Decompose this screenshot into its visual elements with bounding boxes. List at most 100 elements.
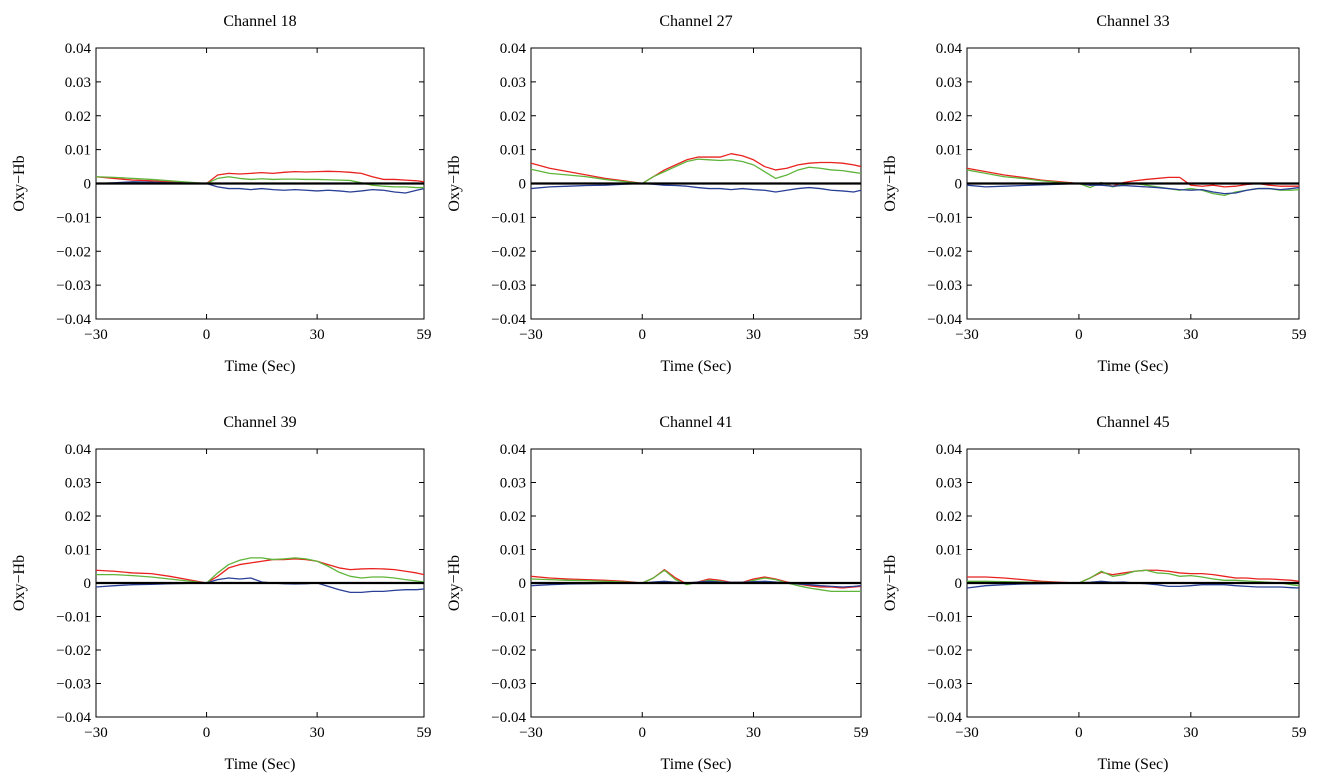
y-tick-label: 0.01 xyxy=(65,543,91,559)
x-tick-label: 59 xyxy=(417,725,432,741)
y-tick-label: 0.02 xyxy=(65,109,91,125)
y-axis-label: Oxy−Hb xyxy=(11,155,28,211)
chart-title: Channel 41 xyxy=(659,414,732,431)
x-tick-label: 30 xyxy=(746,725,761,741)
chart-panel: Channel 33 0.04 0.03 0.02 0.01 0 −0.01 −0.02 −0.… xyxy=(882,13,1307,375)
y-tick-label: −0.03 xyxy=(56,677,91,693)
y-tick-label: 0 xyxy=(955,576,963,592)
series-line xyxy=(966,182,1300,195)
x-axis-label: Time (Sec) xyxy=(225,358,296,375)
y-tick-label: 0.02 xyxy=(500,509,526,525)
y-tick-label: 0 xyxy=(955,177,963,193)
y-tick-label: −0.01 xyxy=(927,610,962,626)
y-tick-label: 0.03 xyxy=(500,75,526,91)
x-axis-label: Time (Sec) xyxy=(661,358,732,375)
y-tick-label: −0.04 xyxy=(491,710,526,726)
series-line xyxy=(530,158,862,185)
y-tick-label: 0.02 xyxy=(65,509,91,525)
x-tick-label: 0 xyxy=(1075,327,1083,343)
x-tick-label: 30 xyxy=(1183,725,1198,741)
y-tick-label: 0.04 xyxy=(500,442,527,458)
chart-title: Channel 39 xyxy=(223,414,296,431)
y-tick-label: −0.04 xyxy=(927,710,962,726)
y-axis-label: Oxy−Hb xyxy=(11,555,28,611)
chart-title: Channel 33 xyxy=(1096,13,1169,30)
y-tick-label: 0.04 xyxy=(65,442,92,458)
y-tick-label: 0.03 xyxy=(936,75,962,91)
y-tick-label: 0.04 xyxy=(936,442,963,458)
y-tick-label: −0.03 xyxy=(491,278,526,294)
y-tick-label: 0.01 xyxy=(936,543,962,559)
y-tick-label: 0.01 xyxy=(500,543,526,559)
x-tick-label: 0 xyxy=(203,725,211,741)
chart-panel: Channel 45 0.04 0.03 0.02 0.01 0 −0.01 −0.02 −0.… xyxy=(882,414,1307,773)
y-tick-label: 0 xyxy=(519,177,527,193)
series-line xyxy=(530,153,862,185)
x-tick-label: 0 xyxy=(1075,725,1083,741)
x-tick-label: 59 xyxy=(854,725,869,741)
y-tick-label: 0 xyxy=(84,177,92,193)
y-tick-label: −0.04 xyxy=(56,710,91,726)
x-tick-label: −30 xyxy=(84,725,107,741)
chart-panel: Channel 18 0.04 0.03 0.02 0.01 0 −0.01 −0.02 −0.… xyxy=(11,13,432,375)
y-tick-label: 0.04 xyxy=(936,41,963,57)
y-axis-label: Oxy−Hb xyxy=(882,555,899,611)
y-tick-label: −0.02 xyxy=(491,244,526,260)
y-axis-label: Oxy−Hb xyxy=(446,555,463,611)
y-tick-label: −0.01 xyxy=(491,610,526,626)
x-tick-label: 30 xyxy=(310,725,325,741)
y-tick-label: 0.04 xyxy=(500,41,527,57)
y-axis-label: Oxy−Hb xyxy=(882,155,899,211)
series-line xyxy=(530,569,861,593)
y-tick-label: −0.04 xyxy=(927,312,962,328)
y-tick-label: 0.04 xyxy=(65,41,92,57)
y-tick-label: 0.02 xyxy=(500,109,526,125)
y-tick-label: −0.02 xyxy=(491,643,526,659)
series-line xyxy=(95,170,425,185)
y-tick-label: −0.03 xyxy=(927,677,962,693)
y-tick-label: −0.03 xyxy=(491,677,526,693)
y-tick-label: 0.03 xyxy=(65,476,91,492)
chart-panel: Channel 39 0.04 0.03 0.02 0.01 0 −0.01 −0.02 −0.… xyxy=(11,414,432,773)
y-tick-label: −0.02 xyxy=(56,244,91,260)
y-tick-label: −0.01 xyxy=(927,210,962,226)
chart-title: Channel 27 xyxy=(659,13,732,30)
series-line xyxy=(95,176,424,189)
series-line xyxy=(95,577,425,594)
x-axis-label: Time (Sec) xyxy=(1098,358,1169,375)
x-tick-label: −30 xyxy=(955,725,978,741)
y-axis-label: Oxy−Hb xyxy=(446,155,463,211)
x-tick-label: −30 xyxy=(84,327,107,343)
y-tick-label: 0 xyxy=(519,576,527,592)
y-tick-label: 0.01 xyxy=(65,143,91,159)
x-tick-label: 0 xyxy=(638,327,646,343)
x-tick-label: 30 xyxy=(310,327,325,343)
y-tick-label: −0.02 xyxy=(927,244,962,260)
y-tick-label: 0 xyxy=(84,576,92,592)
y-tick-label: −0.03 xyxy=(56,278,91,294)
y-tick-label: −0.01 xyxy=(56,210,91,226)
y-tick-label: 0.01 xyxy=(500,143,526,159)
chart-title: Channel 45 xyxy=(1096,414,1169,431)
y-tick-label: −0.04 xyxy=(56,312,91,328)
x-axis-label: Time (Sec) xyxy=(225,756,296,773)
y-tick-label: 0.03 xyxy=(65,75,91,91)
chart-title: Channel 18 xyxy=(223,13,296,30)
x-tick-label: 59 xyxy=(417,327,432,343)
x-tick-label: −30 xyxy=(519,327,542,343)
series-line xyxy=(96,557,425,584)
series-line xyxy=(967,569,1300,584)
x-tick-label: 59 xyxy=(1292,327,1307,343)
x-tick-label: 59 xyxy=(854,327,869,343)
y-tick-label: 0.02 xyxy=(936,109,962,125)
chart-panel: Channel 27 0.04 0.03 0.02 0.01 0 −0.01 −0.02 −0.… xyxy=(446,13,869,375)
y-tick-label: 0.01 xyxy=(936,143,962,159)
y-tick-label: −0.02 xyxy=(927,643,962,659)
series-line xyxy=(530,568,862,589)
y-tick-label: −0.01 xyxy=(491,210,526,226)
x-tick-label: 0 xyxy=(638,725,646,741)
y-tick-label: −0.02 xyxy=(56,643,91,659)
chart-panel: Channel 41 0.04 0.03 0.02 0.01 0 −0.01 −0.02 −0.… xyxy=(446,414,869,773)
x-tick-label: 59 xyxy=(1292,725,1307,741)
